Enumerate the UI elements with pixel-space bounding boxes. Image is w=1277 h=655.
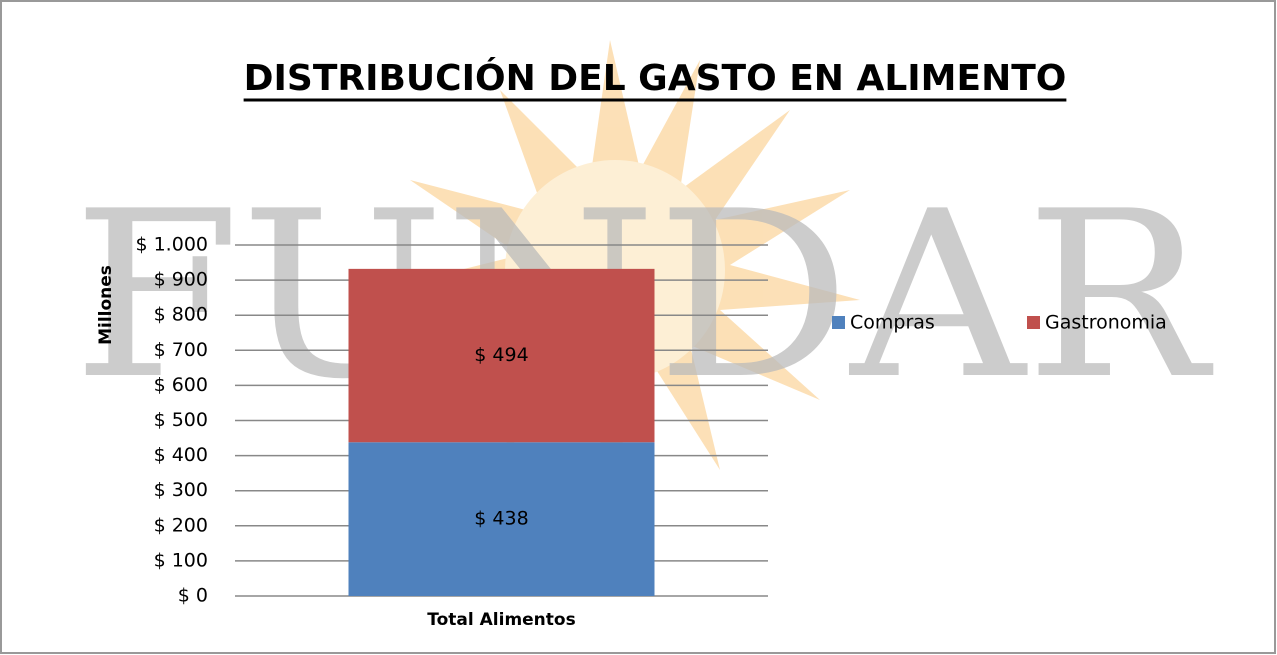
y-tick-label: $ 800 [154,304,208,326]
y-tick-label: $ 400 [154,444,208,466]
data-label: $ 438 [474,508,528,530]
chart-title: DISTRIBUCIÓN DEL GASTO EN ALIMENTO [244,57,1067,99]
y-tick-label: $ 600 [154,374,208,396]
legend-label: Gastronomia [1045,312,1167,334]
y-tick-label: $ 0 [178,585,208,607]
y-tick-label: $ 100 [154,549,208,571]
y-tick-label: $ 300 [154,479,208,501]
bar-segment [348,442,655,596]
legend-swatch [832,316,845,329]
bar-segment [348,268,655,443]
y-tick-label: $ 500 [154,409,208,431]
y-tick-label: $ 900 [154,269,208,291]
y-tick-label: $ 700 [154,339,208,361]
legend-swatch [1027,316,1040,329]
data-label: $ 494 [474,344,528,366]
x-tick-label: Total Alimentos [427,610,575,630]
legend-label: Compras [850,312,935,334]
y-tick-label: $ 1.000 [135,234,208,256]
y-axis-label: Millones [96,265,116,345]
y-tick-label: $ 200 [154,514,208,536]
